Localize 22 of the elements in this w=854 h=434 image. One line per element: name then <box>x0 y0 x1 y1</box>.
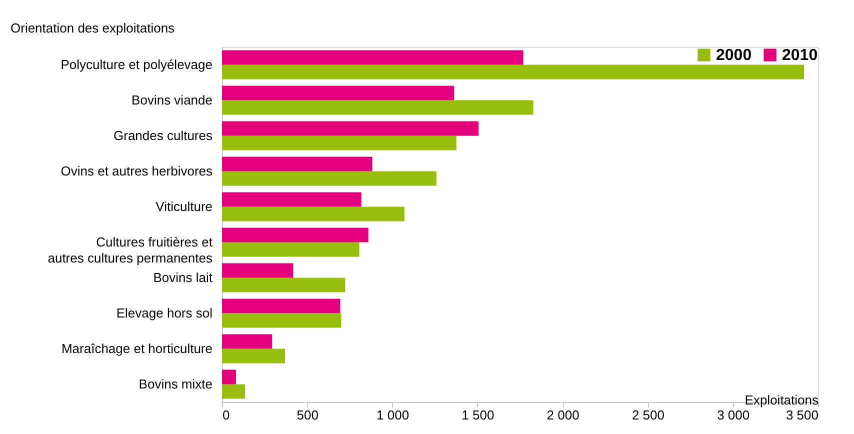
y-tick-label: Viticulture <box>156 198 212 214</box>
x-tick-label: 500 <box>296 408 318 422</box>
y-tick-label: Elevage hors sol <box>116 305 213 320</box>
y-tick-label: Bovins mixte <box>138 376 212 392</box>
y-tick-label: Bovins viande <box>132 92 212 108</box>
y-tick-label: Grandes cultures <box>114 128 213 143</box>
x-tick-label: 2 500 <box>632 408 664 422</box>
x-tick-label: 2 000 <box>546 408 580 422</box>
legend-label: 2010 <box>782 47 818 64</box>
legend-label: 2000 <box>716 47 752 64</box>
x-tick-label: 3 500 <box>786 408 818 422</box>
y-tick-label: Polyculture et polyélevage <box>60 56 212 72</box>
y-tick-label: Bovins lait <box>153 270 213 285</box>
x-axis-title: Exploitations <box>744 392 819 408</box>
y-tick-label: Maraîchage et horticulture <box>61 340 212 356</box>
x-tick-label: 1 500 <box>462 408 494 422</box>
y-tick-label: Ovins et autres herbivores <box>60 163 213 178</box>
y-tick-label: Cultures fruitières et autres cultures permanentes <box>48 234 213 266</box>
y-axis-title: Orientation des exploitations <box>10 20 176 36</box>
x-tick-label: 3 000 <box>717 408 750 422</box>
x-tick-label: 0 <box>222 408 230 422</box>
x-tick-label: 1 000 <box>376 408 410 422</box>
